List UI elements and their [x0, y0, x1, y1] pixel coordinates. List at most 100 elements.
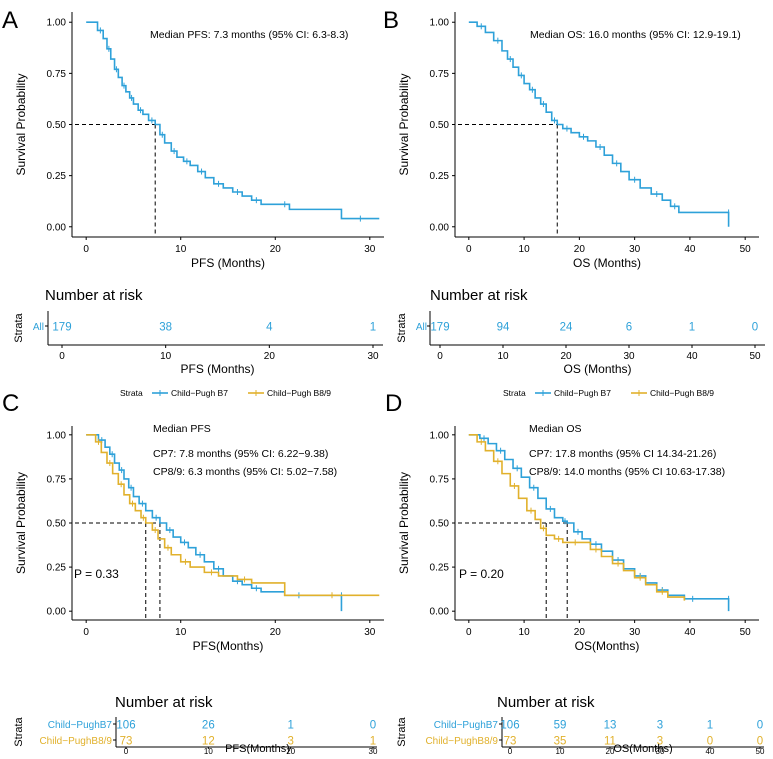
risk-row-label: Child−PughB8/9 — [39, 736, 112, 747]
x-tick-label: 0 — [83, 627, 89, 638]
risk-x-tick-label: 10 — [160, 351, 172, 362]
risk-title: Number at risk — [45, 287, 143, 304]
risk-value: 38 — [159, 322, 172, 334]
risk-value: 59 — [554, 720, 567, 732]
legend-entry: Child−Pugh B8/9 — [650, 388, 714, 398]
y-tick-label: 0.75 — [47, 474, 67, 485]
risk-value: 3 — [657, 720, 663, 732]
risk-value: 11 — [604, 736, 616, 748]
risk-value: 12 — [202, 736, 215, 748]
risk-value: 1 — [287, 720, 293, 732]
risk-title: Number at risk — [115, 694, 213, 711]
risk-x-tick-label: 30 — [656, 747, 665, 754]
risk-value: 0 — [370, 720, 376, 732]
risk-value: 94 — [497, 322, 510, 334]
x-axis-label: OS (Months) — [573, 256, 641, 270]
risk-title: Number at risk — [497, 694, 595, 711]
x-tick-label: 0 — [466, 244, 472, 255]
risk-x-tick-label: 10 — [556, 747, 565, 754]
risk-row-label: Child−PughB7 — [48, 720, 113, 731]
risk-value: 0 — [752, 322, 758, 334]
risk-value: 73 — [504, 736, 517, 748]
risk-row-label: All — [33, 322, 44, 333]
legend: Strata Child−Pugh B7 Child−Pugh B8/9 — [120, 388, 331, 398]
risk-x-tick-label: 0 — [437, 351, 443, 362]
risk-row-label: Child−PughB7 — [434, 720, 499, 731]
risk-value: 6 — [626, 322, 632, 334]
x-tick-label: 20 — [574, 627, 586, 638]
risk-x-label: PFS (Months) — [180, 362, 254, 376]
risk-value: 0 — [707, 736, 713, 748]
panel-letter: B — [383, 7, 399, 34]
panel-letter: D — [385, 390, 402, 417]
legend-entry: Child−Pugh B7 — [554, 388, 611, 398]
x-tick-label: 0 — [83, 244, 89, 255]
y-axis-label: Survival Probability — [397, 472, 411, 574]
risk-x-tick-label: 30 — [623, 351, 635, 362]
legend-title: Strata — [503, 388, 526, 398]
km-curve-child-pugh-b8-9 — [468, 434, 686, 601]
risk-value: 0 — [757, 736, 763, 748]
risk-x-label: OS (Months) — [563, 362, 631, 376]
risk-x-tick-label: 10 — [204, 747, 213, 754]
median-cp89: CP8/9: 14.0 months (95% CI 10.63-17.38) — [529, 466, 725, 478]
risk-strata-label: Strata — [396, 716, 408, 746]
y-tick-label: 0.25 — [47, 563, 67, 574]
risk-x-label: OS(Months) — [613, 743, 672, 754]
risk-row-label: Child−PughB8/9 — [425, 736, 498, 747]
risk-value: 4 — [266, 322, 273, 334]
risk-x-tick-label: 50 — [749, 351, 761, 362]
risk-row-label: All — [416, 322, 427, 333]
panel-letter: A — [2, 7, 18, 34]
km-curve-child-pugh-b7 — [468, 434, 730, 612]
x-tick-label: 30 — [629, 627, 641, 638]
risk-value: 13 — [604, 720, 617, 732]
x-tick-label: 40 — [684, 627, 696, 638]
risk-value: 0 — [757, 720, 763, 732]
x-tick-label: 10 — [175, 627, 187, 638]
y-tick-label: 0.00 — [430, 222, 450, 233]
x-tick-label: 50 — [740, 627, 752, 638]
risk-value: 26 — [202, 720, 215, 732]
km-curve-all — [86, 21, 380, 220]
risk-x-tick-label: 30 — [367, 351, 379, 362]
y-tick-label: 0.75 — [430, 69, 450, 80]
panel-letter: C — [2, 390, 19, 417]
median-cp89: CP8/9: 6.3 months (95% CI: 5.02−7.58) — [153, 466, 337, 478]
risk-x-tick-label: 50 — [756, 747, 765, 754]
legend-entry: Child−Pugh B8/9 — [267, 388, 331, 398]
x-tick-label: 20 — [270, 627, 282, 638]
panel-C: C0.000.250.500.751.000 10 20 30PFS(Months)S… — [2, 388, 384, 756]
risk-title: Number at risk — [430, 287, 528, 304]
km-curve-child-pugh-b8-9 — [86, 434, 380, 597]
x-tick-label: 10 — [175, 244, 187, 255]
panel-D: D0.000.250.500.751.000 10 20 30 40 50OS(Month… — [385, 388, 765, 756]
median-title: Median PFS — [153, 423, 211, 435]
y-tick-label: 0.50 — [47, 519, 67, 530]
y-tick-label: 1.00 — [47, 430, 67, 441]
x-tick-label: 10 — [519, 627, 531, 638]
risk-strata-label: Strata — [13, 312, 25, 342]
y-axis-label: Survival Probability — [14, 472, 28, 574]
x-tick-label: 20 — [574, 244, 586, 255]
risk-table: Number at risk 0 10 20 30 PFS (Months) Strata A… — [13, 287, 383, 376]
y-tick-label: 0.50 — [47, 120, 67, 131]
risk-value: 3 — [657, 736, 663, 748]
y-tick-label: 0.00 — [430, 607, 450, 618]
risk-x-tick-label: 20 — [606, 747, 615, 754]
y-tick-label: 1.00 — [430, 430, 450, 441]
x-tick-label: 0 — [466, 627, 472, 638]
median-cp7: CP7: 17.8 months (95% CI 14.34-21.26) — [529, 448, 716, 460]
median-cp7: CP7: 7.8 months (95% CI: 6.22−9.38) — [153, 448, 328, 460]
risk-x-tick-label: 20 — [264, 351, 276, 362]
y-axis-label: Survival Probability — [14, 73, 28, 175]
risk-x-tick-label: 10 — [497, 351, 509, 362]
y-tick-label: 1.00 — [430, 18, 450, 29]
risk-strata-label: Strata — [396, 312, 408, 342]
x-tick-label: 20 — [270, 244, 282, 255]
risk-x-tick-label: 20 — [560, 351, 572, 362]
